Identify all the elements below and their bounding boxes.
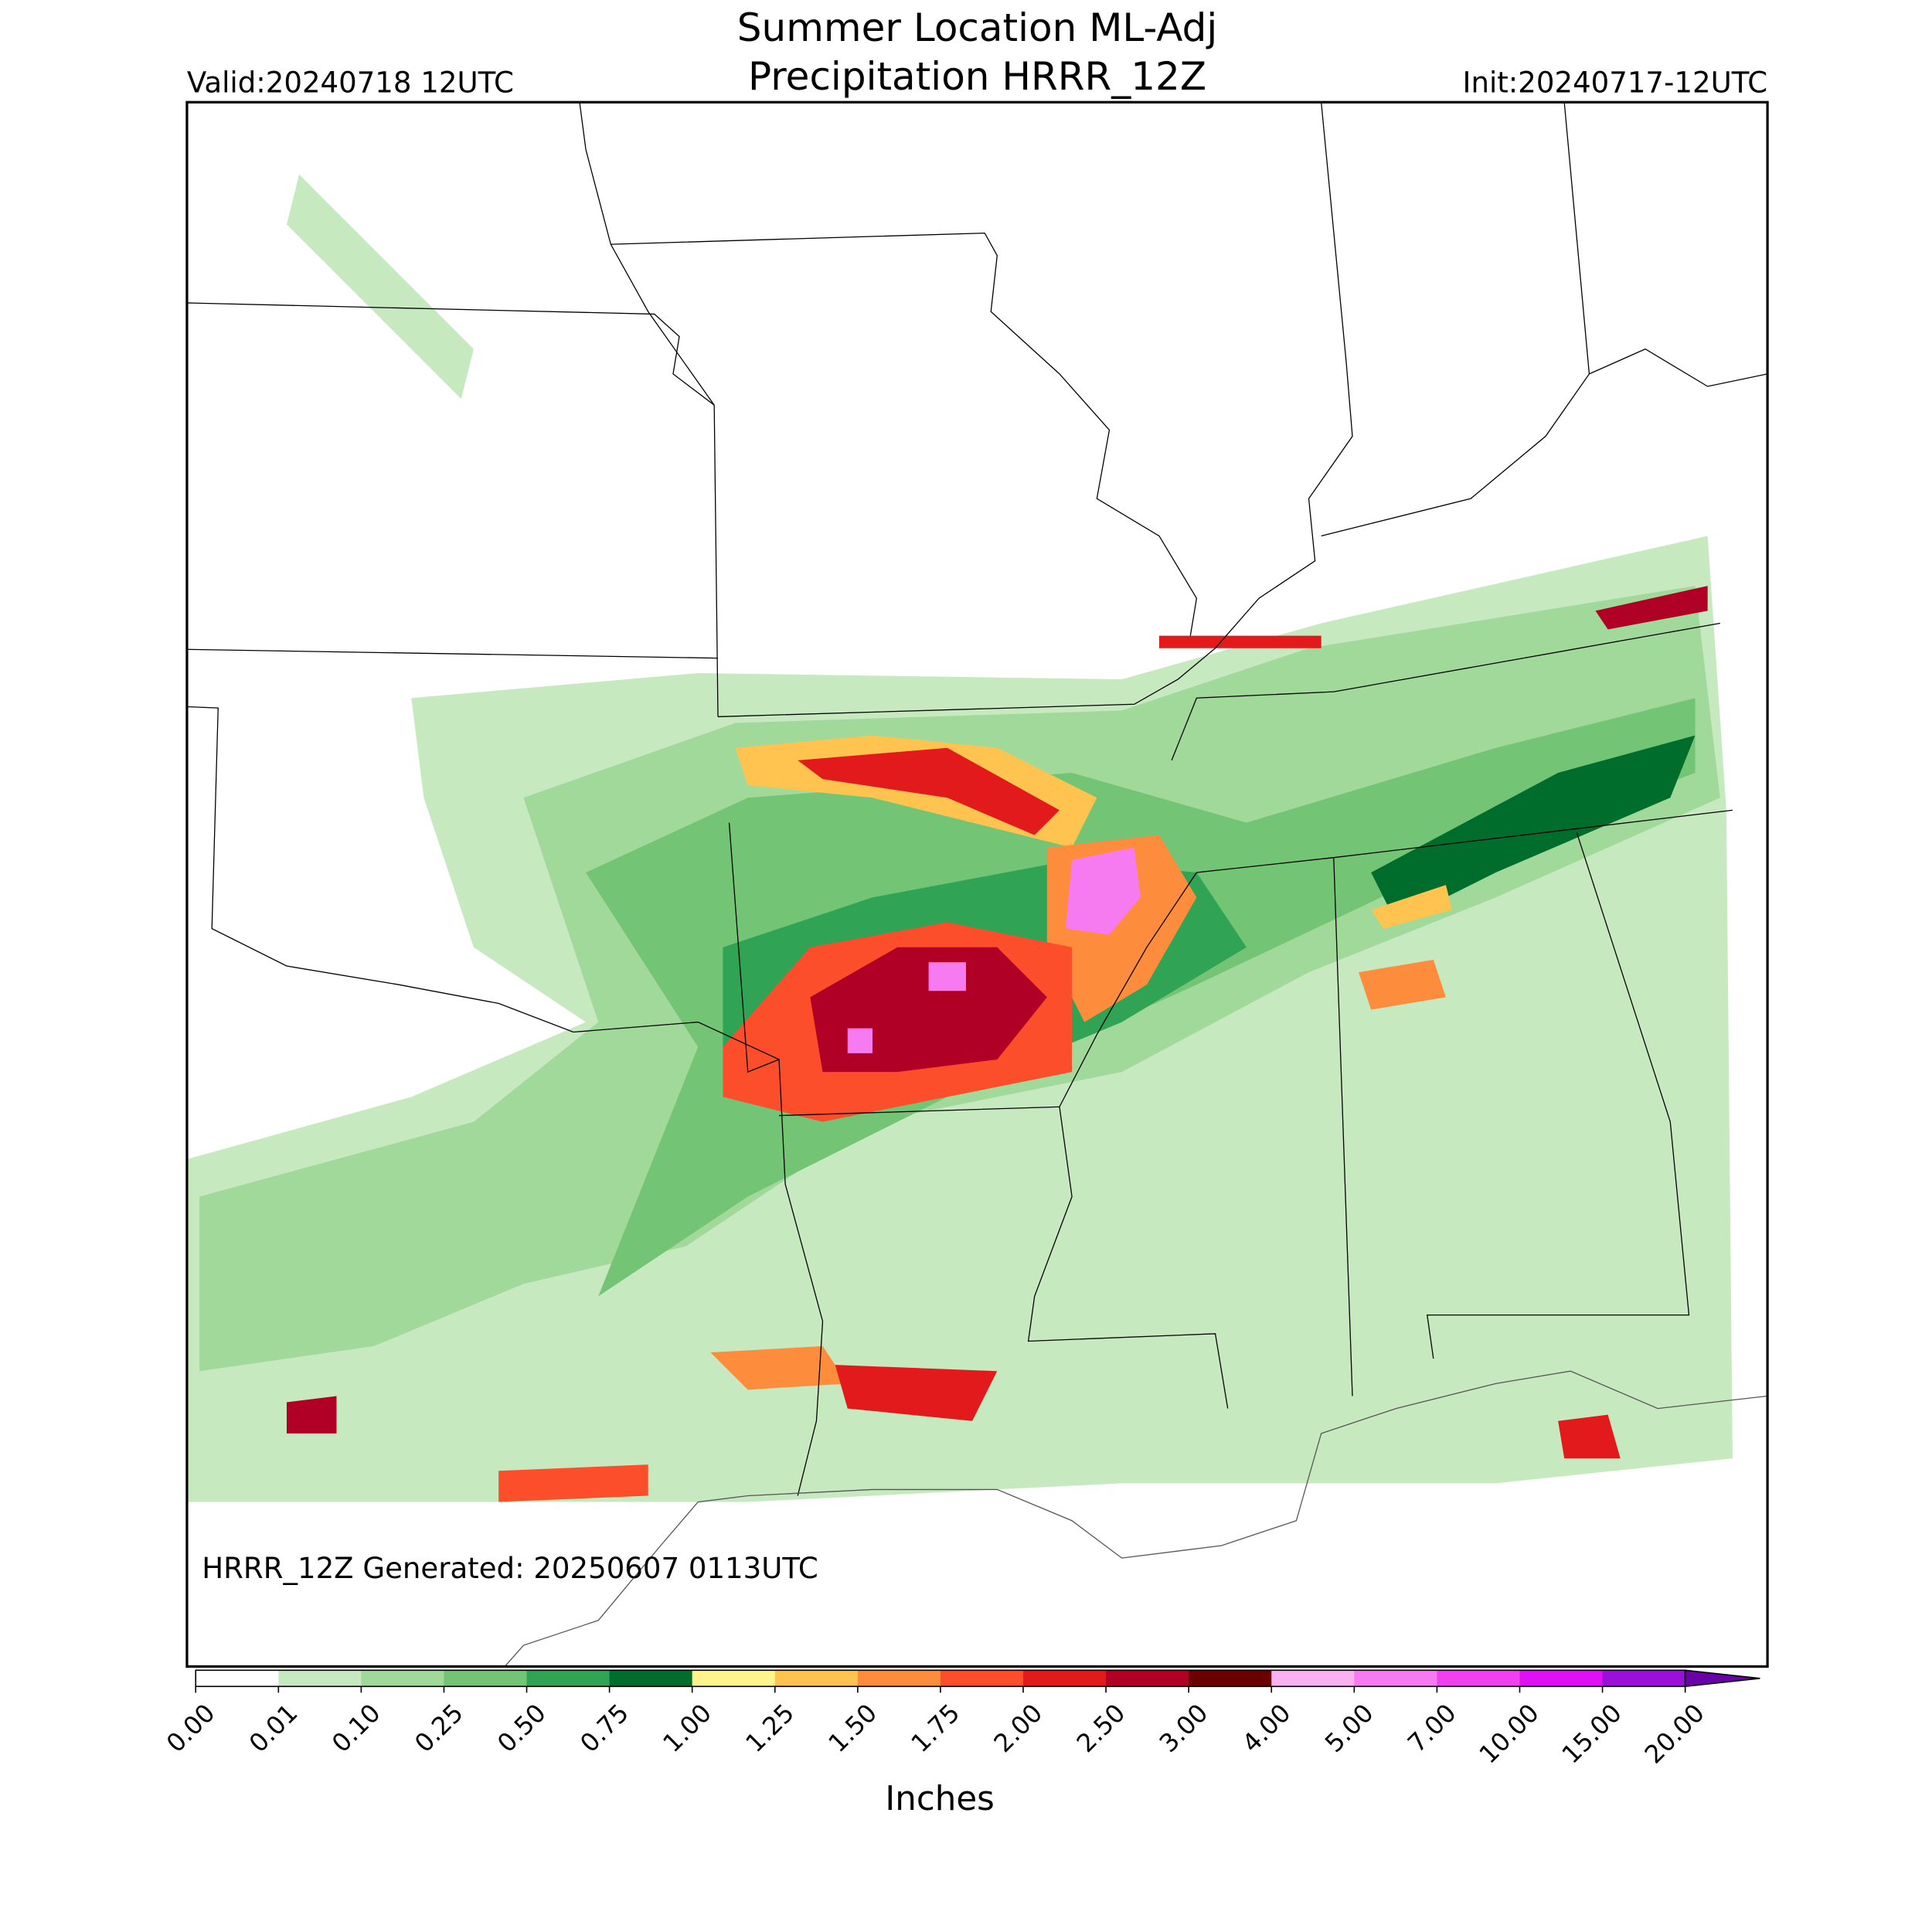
colorbar-tick-label: 4.00	[1236, 1698, 1297, 1758]
footnote: HRRR_12Z Generated: 20250607 0113UTC	[202, 1552, 818, 1585]
colorbar-tick-label: 0.00	[161, 1698, 221, 1758]
colorbar-segment	[1106, 1670, 1189, 1687]
title: Summer Location ML-Adj	[737, 5, 1217, 50]
colorbar: 0.00 0.01 0.10 0.25 0.50 0.75 1.00 1.25 1.50 1.75…	[161, 1669, 1760, 1770]
colorbar-tick-label: 1.00	[657, 1698, 717, 1758]
map: HRRR_12Z Generated: 20250607 0113UTC	[185, 100, 1769, 1668]
colorbar-tick-label: 1.25	[740, 1698, 800, 1758]
colorbar-tick-label: 0.50	[492, 1698, 552, 1758]
colorbar-segment	[1271, 1670, 1355, 1687]
colorbar-segment	[692, 1670, 776, 1687]
colorbar-segment	[361, 1670, 445, 1687]
title: Precipitation HRRR_12Z	[748, 54, 1206, 99]
borders	[186, 102, 1768, 1667]
colorbar-segment	[278, 1670, 362, 1687]
colorbar-tick-label: 5.00	[1319, 1698, 1379, 1758]
precip-field	[186, 174, 1733, 1502]
colorbar-tick-label: 0.25	[409, 1698, 469, 1758]
colorbar-segment	[774, 1670, 859, 1687]
colorbar-tick-label: 10.00	[1474, 1698, 1545, 1769]
colorbar-tick-label: 0.01	[243, 1698, 304, 1758]
colorbar-segment	[196, 1670, 280, 1687]
valid-time: Valid:20240718 12UTC	[187, 66, 514, 99]
colorbar-tick-label: 2.00	[988, 1698, 1049, 1758]
colorbar-tick-label: 15.00	[1556, 1698, 1628, 1769]
colorbar-tick-label: 0.10	[326, 1698, 386, 1758]
colorbar-extension	[1684, 1669, 1760, 1688]
colorbar-segment	[609, 1670, 693, 1687]
colorbar-segment	[1189, 1670, 1273, 1687]
colorbar-segment	[1602, 1670, 1686, 1687]
colorbar-segment	[857, 1670, 941, 1687]
colorbar-tick-label: 7.00	[1402, 1698, 1462, 1758]
colorbar-segment	[526, 1670, 611, 1687]
colorbar-tick-label: 1.50	[823, 1698, 883, 1758]
colorbar-segment	[1354, 1670, 1438, 1687]
colorbar-segment	[1023, 1670, 1107, 1687]
colorbar-segment	[940, 1670, 1024, 1687]
colorbar-tick-label: 1.75	[906, 1698, 966, 1758]
init-time: Init:20240717-12UTC	[1463, 66, 1768, 99]
colorbar-segment	[1437, 1670, 1521, 1687]
map-frame	[185, 100, 1769, 1668]
colorbar-tick-label: 3.00	[1154, 1698, 1214, 1758]
colorbar-segment	[444, 1670, 528, 1687]
colorbar-label: Inches	[885, 1780, 994, 1818]
colorbar-tick-label: 20.00	[1639, 1698, 1710, 1769]
colorbar-tick-label: 2.50	[1071, 1698, 1131, 1758]
colorbar-tick-label: 0.75	[574, 1698, 634, 1758]
colorbar-segment	[1519, 1670, 1604, 1687]
